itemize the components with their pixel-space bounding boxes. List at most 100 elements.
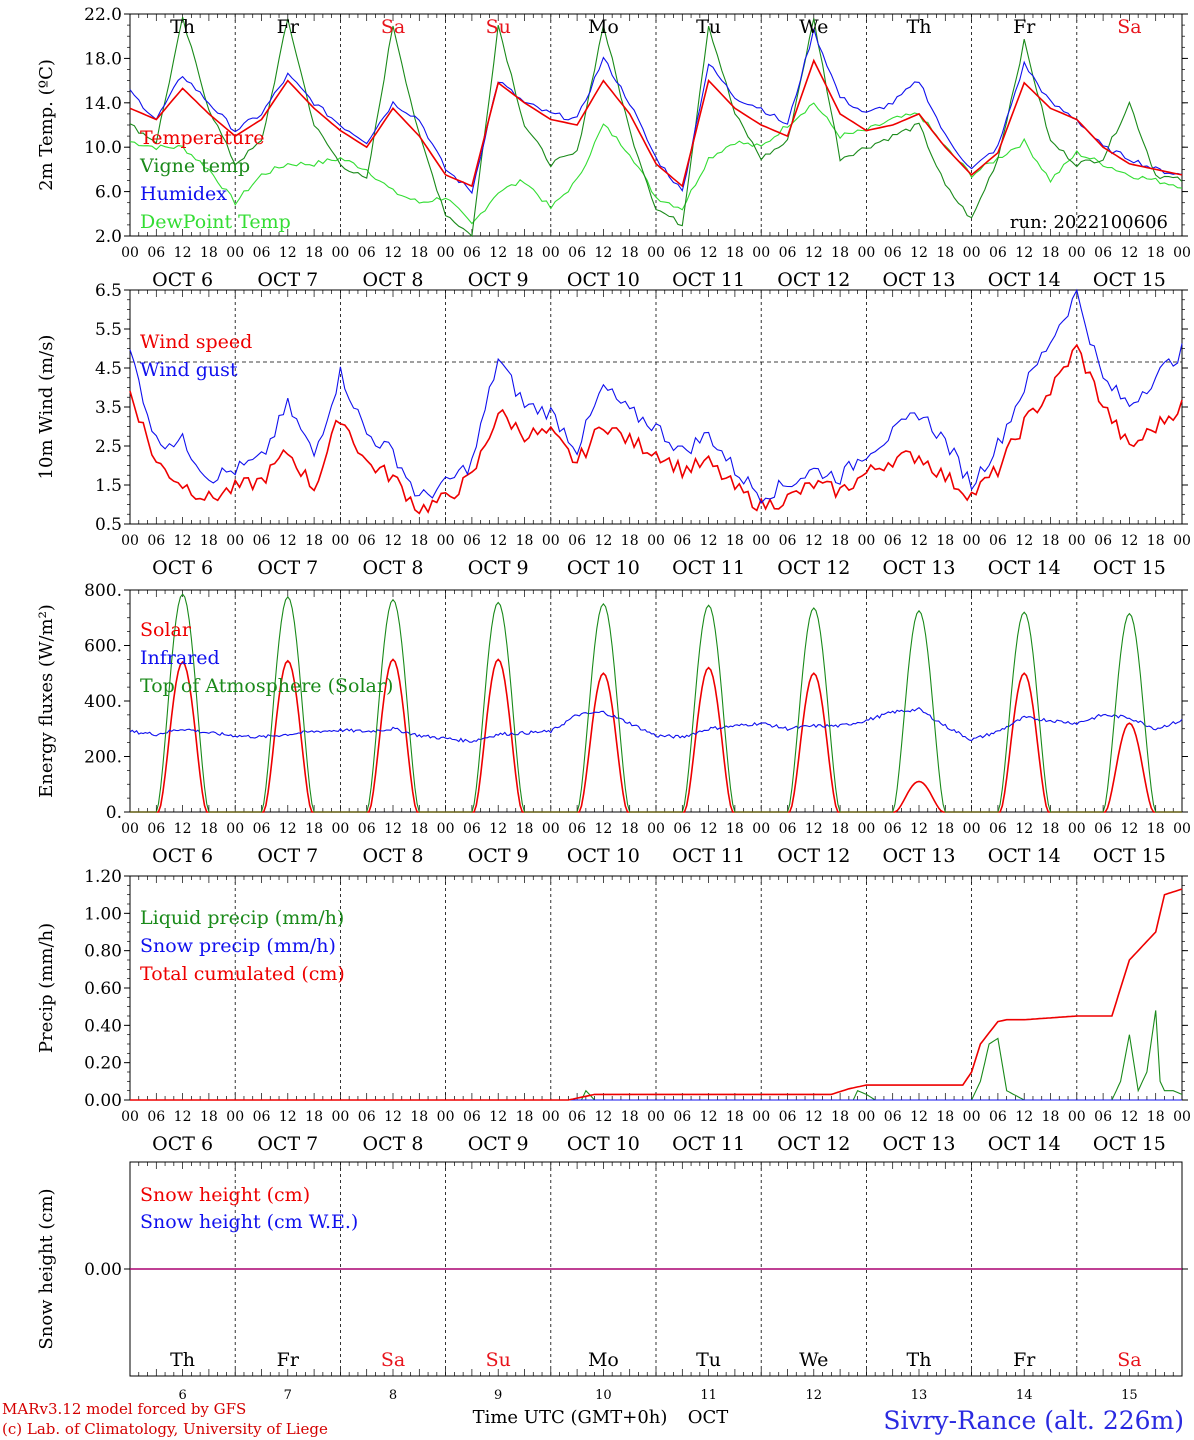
y-tick-label: 5.5 [95,320,122,340]
hour-tick-label: 12 [279,245,297,261]
day-number-label: 7 [284,1388,292,1403]
hour-tick-label: 12 [1015,1109,1033,1125]
hour-tick-label: 18 [516,533,534,549]
hour-tick-label: 06 [1094,821,1112,837]
y-axis-label: Precip (mm/h) [36,923,57,1053]
hour-tick-label: 06 [253,821,271,837]
hour-tick-label: 18 [410,533,428,549]
y-tick-label: 1.20 [84,867,122,887]
hour-tick-label: 18 [1147,821,1165,837]
series-humidex [129,28,1183,195]
y-tick-label: 22.0 [84,5,122,25]
hour-tick-label: 12 [594,245,612,261]
date-label: OCT 10 [567,269,640,291]
date-label: OCT 6 [152,1133,213,1155]
hour-tick-label: 06 [568,821,586,837]
date-label: OCT 7 [257,1133,318,1155]
date-label: OCT 13 [882,1133,955,1155]
hour-tick-label: 00 [963,533,981,549]
y-tick-label: 0.00 [84,1260,122,1280]
hour-tick-label: 18 [516,245,534,261]
date-label: OCT 6 [152,269,213,291]
hour-tick-label: 18 [621,821,639,837]
date-label: OCT 8 [363,845,424,867]
legend-entry: Snow height (cm W.E.) [140,1211,358,1233]
hour-tick-label: 12 [279,821,297,837]
hour-tick-label: 00 [331,1109,349,1125]
hour-tick-label: 18 [621,533,639,549]
hour-tick-label: 06 [253,1109,271,1125]
hour-tick-label: 06 [989,533,1007,549]
hour-tick-label: 06 [989,821,1007,837]
date-label: OCT 11 [672,269,745,291]
hour-tick-label: 06 [673,1109,691,1125]
y-tick-label: 6.5 [95,281,122,301]
hour-tick-label: 00 [647,533,665,549]
hour-tick-label: 06 [779,1109,797,1125]
y-tick-label: 6.0 [95,183,122,203]
hour-tick-label: 00 [437,245,455,261]
x-axis-title: Time UTC (GMT+0h) [473,1407,668,1428]
hour-tick-label: 12 [805,821,823,837]
hour-tick-label: 18 [200,245,218,261]
hour-tick-label: 12 [1120,1109,1138,1125]
hour-tick-label: 18 [200,533,218,549]
hour-tick-label: 06 [568,1109,586,1125]
hour-tick-label: 06 [253,533,271,549]
legend-entry: Top of Atmosphere (Solar) [140,675,393,697]
date-label: OCT 9 [468,845,529,867]
hour-tick-label: 00 [1068,821,1086,837]
hour-tick-label: 06 [463,245,481,261]
station-name: Sivry-Rance (alt. 226m) [883,1406,1184,1435]
hour-tick-label: 18 [1147,1109,1165,1125]
hour-tick-label: 00 [647,821,665,837]
date-label: OCT 15 [1093,1133,1166,1155]
series-infrared [129,707,1183,743]
series-temperature [129,58,1183,188]
hour-tick-label: 00 [1068,245,1086,261]
date-label: OCT 10 [567,1133,640,1155]
hour-tick-label: 18 [1147,245,1165,261]
day-name-th: Th [907,16,932,38]
hour-tick-label: 12 [910,821,928,837]
hour-tick-label: 00 [857,245,875,261]
hour-tick-label: 00 [331,245,349,261]
date-label: OCT 9 [468,269,529,291]
hour-tick-label: 18 [831,821,849,837]
day-name-sa: Sa [1117,16,1141,38]
hour-tick-label: 00 [1068,533,1086,549]
hour-tick-label: 12 [1015,533,1033,549]
day-name-fr: Fr [1013,1349,1036,1371]
panel-5: 0.00 Snow height (cm) Snow height (cm) Snow… [36,1161,1188,1403]
date-label: OCT 11 [672,845,745,867]
series-wind-gust [129,288,1183,504]
series-dewpoint-temp [129,102,1183,225]
hour-tick-label: 06 [463,533,481,549]
day-name-sa: Sa [381,1349,405,1371]
date-label: OCT 10 [567,557,640,579]
day-number-label: 11 [700,1388,717,1403]
day-name-su: Su [486,1349,511,1371]
hour-tick-label: 00 [857,1109,875,1125]
hour-tick-label: 06 [147,1109,165,1125]
y-tick-label: 4.5 [95,359,122,379]
day-name-th: Th [907,1349,932,1371]
footer-copyright: (c) Lab. of Climatology, University of L… [2,1420,328,1438]
hour-tick-label: 18 [726,821,744,837]
day-name-mo: Mo [588,16,619,38]
day-name-sa: Sa [1117,1349,1141,1371]
hour-tick-label: 00 [331,533,349,549]
hour-tick-label: 18 [1042,821,1060,837]
day-name-tu: Tu [696,1349,721,1371]
y-axis-label: Energy fluxes (W/m²) [36,604,57,798]
y-tick-label: 0.80 [84,942,122,962]
hour-tick-label: 00 [437,1109,455,1125]
hour-tick-label: 18 [200,821,218,837]
hour-tick-label: 18 [936,1109,954,1125]
hour-tick-label: 12 [1120,245,1138,261]
hour-tick-label: 06 [1094,245,1112,261]
legend-entry: Solar [140,619,192,641]
hour-tick-label: 00 [1173,533,1191,549]
hour-tick-label: 18 [305,533,323,549]
